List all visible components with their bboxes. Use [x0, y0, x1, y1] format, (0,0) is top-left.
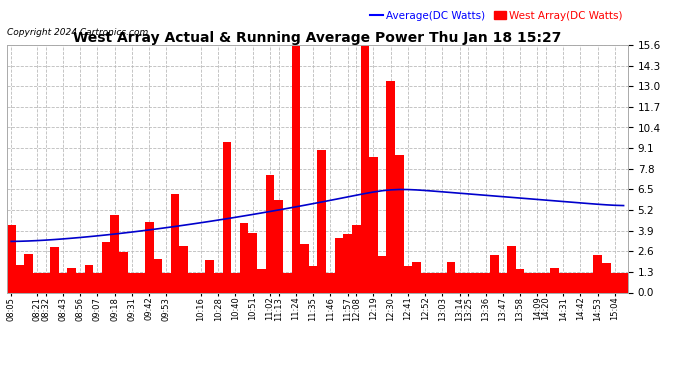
Bar	[490, 255, 498, 292]
Bar	[421, 273, 429, 292]
Bar	[576, 273, 585, 292]
Bar	[7, 225, 15, 292]
Bar	[559, 273, 567, 292]
Bar	[455, 273, 464, 292]
Bar	[248, 233, 257, 292]
Bar	[344, 234, 352, 292]
Bar	[352, 225, 360, 292]
Bar	[620, 273, 628, 292]
Bar	[464, 273, 473, 292]
Bar	[283, 273, 291, 292]
Bar	[291, 45, 300, 292]
Bar	[214, 273, 222, 292]
Bar	[137, 273, 145, 292]
Bar	[119, 252, 128, 292]
Bar	[128, 273, 137, 292]
Bar	[145, 222, 153, 292]
Bar	[171, 194, 179, 292]
Bar	[507, 246, 515, 292]
Text: Copyright 2024 Cartronics.com: Copyright 2024 Cartronics.com	[7, 28, 148, 37]
Bar	[473, 273, 482, 292]
Bar	[59, 273, 68, 292]
Bar	[602, 263, 611, 292]
Bar	[188, 273, 197, 292]
Bar	[378, 256, 386, 292]
Bar	[360, 45, 369, 292]
Bar	[231, 273, 240, 292]
Bar	[515, 269, 524, 292]
Bar	[240, 223, 248, 292]
Bar	[153, 259, 162, 292]
Bar	[102, 242, 110, 292]
Bar	[533, 273, 542, 292]
Legend: Average(DC Watts), West Array(DC Watts): Average(DC Watts), West Array(DC Watts)	[371, 10, 622, 21]
Bar	[266, 175, 274, 292]
Bar	[551, 267, 559, 292]
Bar	[179, 246, 188, 292]
Bar	[93, 273, 102, 292]
Bar	[50, 247, 59, 292]
Bar	[326, 273, 335, 292]
Bar	[611, 273, 620, 292]
Bar	[206, 260, 214, 292]
Bar	[15, 265, 24, 292]
Bar	[317, 150, 326, 292]
Bar	[498, 273, 507, 292]
Bar	[386, 81, 395, 292]
Bar	[257, 270, 266, 292]
Bar	[274, 200, 283, 292]
Bar	[438, 273, 447, 292]
Bar	[412, 262, 421, 292]
Bar	[222, 142, 231, 292]
Bar	[197, 273, 206, 292]
Bar	[41, 273, 50, 292]
Bar	[335, 238, 344, 292]
Bar	[567, 273, 576, 292]
Bar	[404, 267, 412, 292]
Bar	[162, 273, 171, 292]
Bar	[542, 273, 551, 292]
Bar	[593, 255, 602, 292]
Bar	[524, 273, 533, 292]
Bar	[300, 244, 308, 292]
Bar	[395, 155, 404, 292]
Bar	[110, 214, 119, 292]
Bar	[429, 273, 438, 292]
Bar	[85, 265, 93, 292]
Bar	[482, 273, 490, 292]
Title: West Array Actual & Running Average Power Thu Jan 18 15:27: West Array Actual & Running Average Powe…	[73, 31, 562, 45]
Bar	[33, 273, 41, 292]
Bar	[24, 255, 33, 292]
Bar	[68, 268, 76, 292]
Bar	[369, 158, 378, 292]
Bar	[76, 273, 85, 292]
Bar	[308, 266, 317, 292]
Bar	[585, 273, 593, 292]
Bar	[447, 262, 455, 292]
